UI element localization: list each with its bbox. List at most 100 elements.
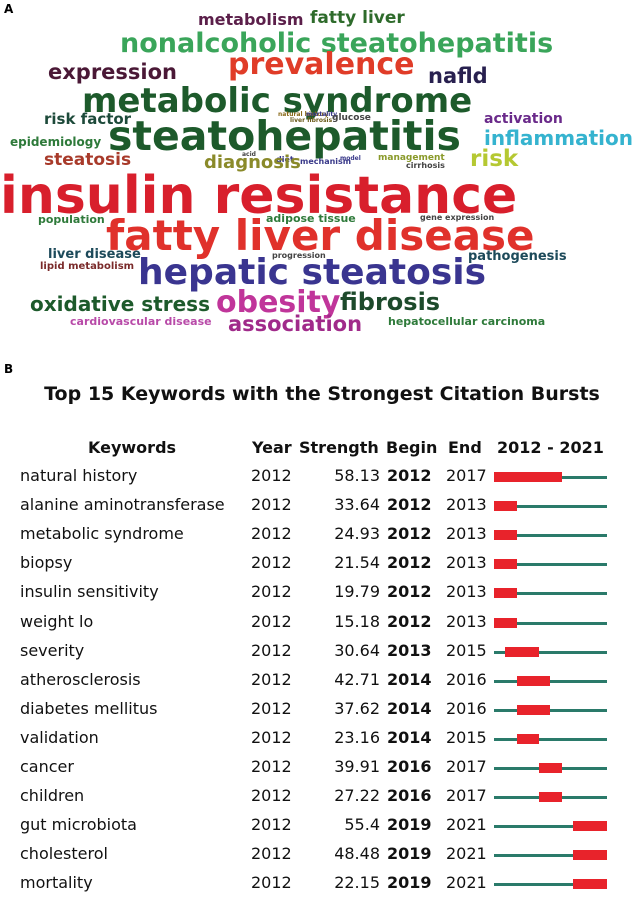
begin-cell: 2019 <box>387 873 432 893</box>
strength-cell: 30.64 <box>334 640 380 660</box>
begin-cell: 2014 <box>387 698 432 718</box>
begin-cell: 2012 <box>387 582 432 602</box>
begin-cell: 2014 <box>387 727 432 747</box>
keyword-cell: severity <box>20 640 85 660</box>
word-cloud-term: epidemiology <box>10 135 102 149</box>
timeline-bar <box>494 592 607 596</box>
timeline-bar <box>494 825 607 829</box>
word-cloud-term: gene expression <box>420 213 495 222</box>
word-cloud-term: liver disease <box>48 247 141 262</box>
word-cloud-term: steatohepatitis <box>108 112 461 160</box>
keyword-cell: metabolic syndrome <box>20 524 184 544</box>
year-cell: 2012 <box>251 611 292 631</box>
strength-cell: 22.15 <box>334 873 380 893</box>
timeline-bar <box>494 737 607 741</box>
burst-segment <box>494 588 517 599</box>
word-cloud-term: cirrhosis <box>406 161 445 170</box>
year-cell: 2012 <box>251 495 292 515</box>
year-cell: 2012 <box>251 727 292 747</box>
word-cloud-term: nonalcoholic steatohepatitis <box>120 28 554 59</box>
burst-segment <box>573 879 607 890</box>
keyword-cell: validation <box>20 727 99 747</box>
year-cell: 2012 <box>251 524 292 544</box>
end-cell: 2013 <box>446 524 487 544</box>
timeline-bar <box>494 534 607 538</box>
keyword-cell: alanine aminotransferase <box>20 495 225 515</box>
year-cell: 2012 <box>251 757 292 776</box>
burst-segment <box>505 646 540 657</box>
burst-segment <box>516 675 551 686</box>
burst-segment <box>516 704 551 715</box>
timeline-bar <box>494 679 607 683</box>
word-cloud-term: cardiovascular disease <box>70 315 212 328</box>
year-cell: 2012 <box>251 466 292 485</box>
word-cloud-term: nafld <box>428 64 488 88</box>
keyword-cell: mortality <box>20 873 93 893</box>
keyword-cell: cholesterol <box>20 844 108 864</box>
begin-cell: 2016 <box>387 757 432 776</box>
begin-cell: 2013 <box>387 640 432 660</box>
word-cloud-term: inflammation <box>484 126 633 150</box>
word-cloud-term: oxidative stress <box>30 292 210 316</box>
word-cloud-term: management <box>378 153 445 163</box>
begin-cell: 2012 <box>387 466 432 485</box>
keyword-cell: natural history <box>20 466 138 485</box>
word-cloud-term: liver fibrosis <box>290 117 333 124</box>
header-range: 2012 - 2021 <box>497 438 604 457</box>
burst-segment <box>539 792 562 803</box>
end-cell: 2017 <box>446 466 487 485</box>
strength-cell: 24.93 <box>334 524 380 544</box>
end-cell: 2017 <box>446 757 487 776</box>
word-cloud-term: population <box>38 213 105 226</box>
timeline-bar <box>494 854 607 858</box>
panel-b-label: B <box>4 362 14 376</box>
word-cloud-term: prevalence <box>228 47 415 82</box>
year-cell: 2012 <box>251 698 292 718</box>
timeline-bar <box>494 883 607 887</box>
strength-cell: 19.79 <box>334 582 380 602</box>
header-strength: Strength <box>299 438 379 457</box>
strength-cell: 42.71 <box>334 669 380 689</box>
word-cloud-term: activation <box>484 111 563 127</box>
strength-cell: 37.62 <box>334 698 380 718</box>
keyword-cell: diabetes mellitus <box>20 698 158 718</box>
year-cell: 2012 <box>251 786 292 806</box>
begin-cell: 2014 <box>387 669 432 689</box>
begin-cell: 2012 <box>387 524 432 544</box>
begin-cell: 2012 <box>387 495 432 515</box>
word-cloud-term: diet <box>276 155 294 164</box>
word-cloud-term: association <box>228 312 363 336</box>
word-cloud-term: metabolic syndrome <box>82 81 473 121</box>
begin-cell: 2012 <box>387 553 432 573</box>
burst-segment <box>494 501 517 512</box>
word-cloud-term: mortality <box>306 111 338 118</box>
end-cell: 2021 <box>446 815 487 835</box>
burst-segment <box>494 559 517 570</box>
keyword-cell: gut microbiota <box>20 815 137 835</box>
word-cloud-term: natural history <box>278 111 329 118</box>
word-cloud-term: glucose <box>332 113 371 123</box>
end-cell: 2021 <box>446 873 487 893</box>
header-keywords: Keywords <box>88 438 177 457</box>
begin-cell: 2019 <box>387 844 432 864</box>
burst-segment <box>494 617 517 628</box>
word-cloud-term: lipid metabolism <box>40 261 135 272</box>
word-cloud-term: obesity <box>216 285 341 320</box>
word-cloud-term: acid <box>242 151 256 158</box>
end-cell: 2016 <box>446 698 487 718</box>
end-cell: 2015 <box>446 727 487 747</box>
burst-segment <box>516 733 540 744</box>
strength-cell: 55.4 <box>344 815 380 835</box>
timeline-bar <box>494 505 607 509</box>
timeline-bar <box>494 650 607 654</box>
strength-cell: 33.64 <box>334 495 380 515</box>
burst-segment <box>539 763 562 773</box>
end-cell: 2013 <box>446 582 487 602</box>
year-cell: 2012 <box>251 669 292 689</box>
keyword-cell: weight lo <box>20 611 94 631</box>
burst-segment <box>573 850 607 861</box>
end-cell: 2015 <box>446 640 487 660</box>
keyword-cell: cancer <box>20 757 74 776</box>
header-year: Year <box>252 438 292 457</box>
word-cloud-term: hepatic steatosis <box>138 252 487 293</box>
